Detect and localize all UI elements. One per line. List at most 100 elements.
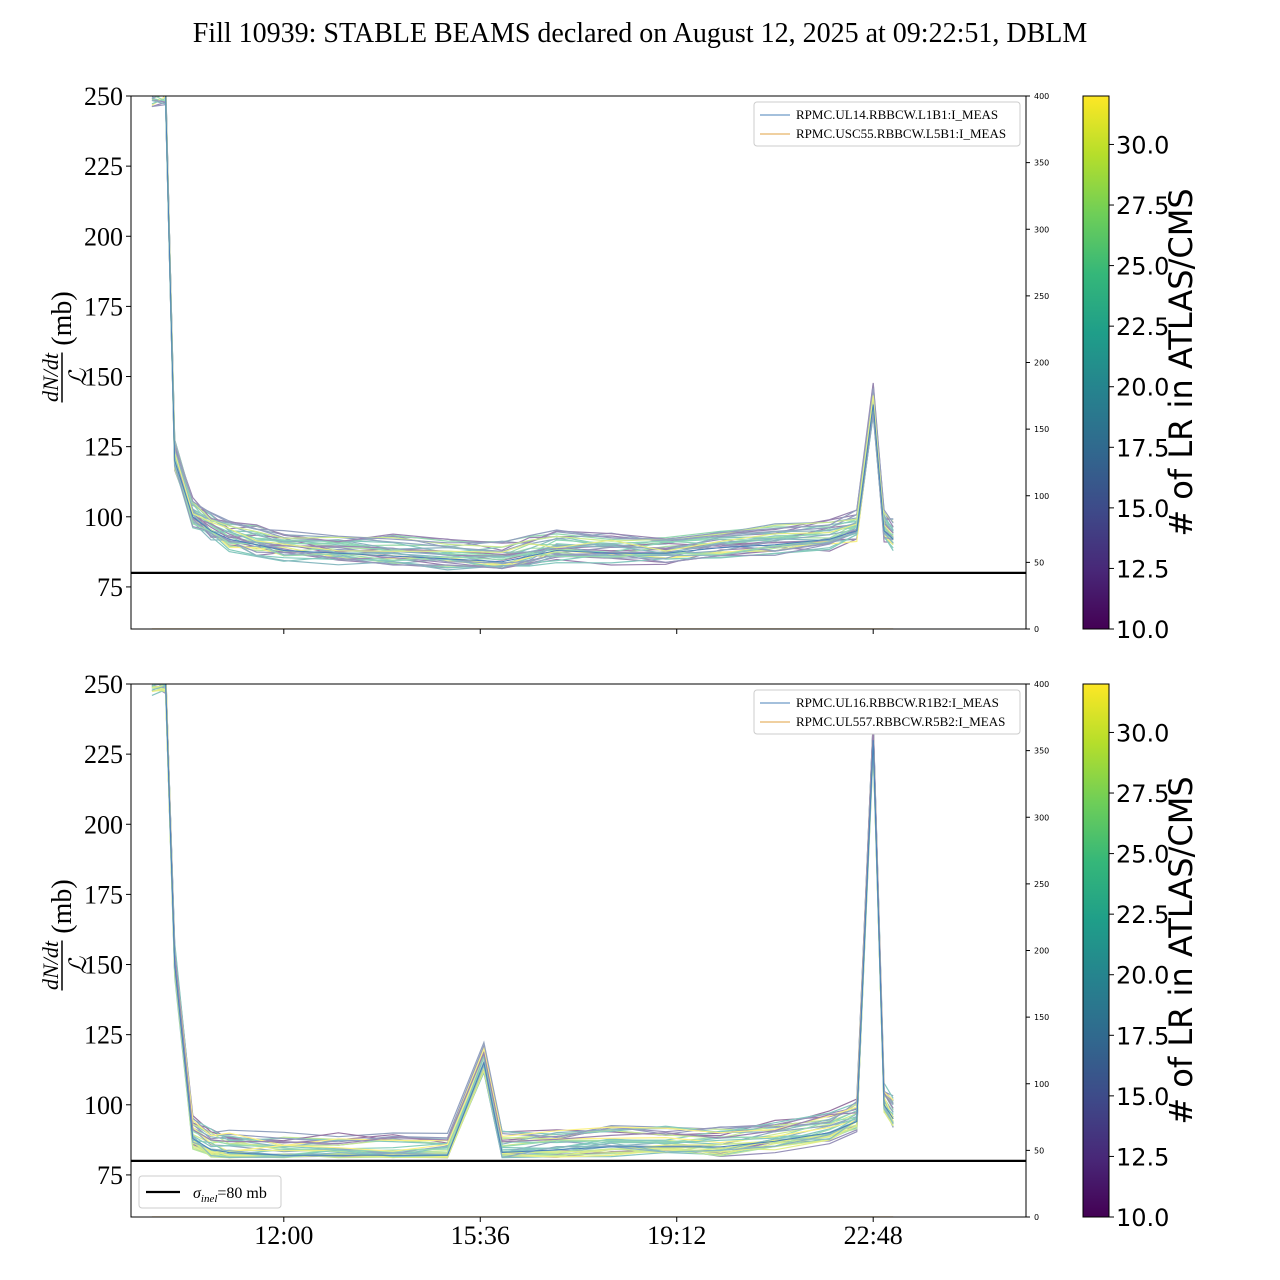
colorbar-label: # of LR in ATLAS/CMS bbox=[1162, 776, 1200, 1124]
y2-tick-label: 150 bbox=[1034, 1013, 1049, 1022]
series-trace bbox=[165, 96, 894, 557]
series-trace bbox=[151, 99, 894, 570]
y-tick-label: 75 bbox=[97, 1161, 123, 1190]
chart-panel-2: 250 225 200 175 150 125 100 75 400 350 300 250 200 15… bbox=[38, 670, 1200, 1250]
series-trace bbox=[165, 684, 894, 1148]
series-trace bbox=[151, 97, 894, 569]
series-trace bbox=[151, 99, 894, 567]
series-band bbox=[151, 684, 894, 1159]
plot-area bbox=[151, 684, 894, 1217]
sigma-value: =80 mb bbox=[217, 1185, 266, 1202]
colorbar-tick-label: 12.5 bbox=[1116, 555, 1169, 583]
series-trace bbox=[161, 96, 894, 565]
x-tick-label: 19:12 bbox=[647, 1221, 706, 1250]
series-trace bbox=[151, 96, 894, 557]
y-tick-label: 125 bbox=[84, 1021, 123, 1050]
series-trace bbox=[151, 104, 894, 569]
series-trace bbox=[151, 687, 894, 1159]
series-trace bbox=[151, 96, 894, 565]
series-band bbox=[151, 96, 894, 571]
y2-tick-label: 400 bbox=[1034, 92, 1049, 101]
series-trace bbox=[165, 684, 894, 1153]
y2-tick-label: 400 bbox=[1034, 680, 1049, 689]
series-trace bbox=[151, 684, 894, 1157]
sigma-subscript: inel bbox=[201, 1193, 218, 1205]
series-trace bbox=[151, 97, 894, 568]
colorbar-tick-label: 22.5 bbox=[1116, 313, 1169, 341]
series-trace bbox=[165, 96, 894, 556]
colorbar-label: # of LR in ATLAS/CMS bbox=[1162, 188, 1200, 536]
series-trace bbox=[165, 684, 894, 1146]
series-trace bbox=[151, 684, 894, 1158]
series-trace bbox=[151, 685, 894, 1158]
series-trace bbox=[151, 99, 894, 571]
y-tick-label: 225 bbox=[84, 152, 123, 181]
colorbar-tick-label: 15.0 bbox=[1116, 495, 1169, 523]
series-trace bbox=[165, 96, 894, 551]
series-trace bbox=[165, 684, 894, 1142]
series-trace bbox=[165, 684, 894, 1144]
y2-tick-label: 350 bbox=[1034, 747, 1049, 756]
y-tick-label: 175 bbox=[84, 880, 123, 909]
colorbar-tick-label: 12.5 bbox=[1116, 1143, 1169, 1171]
colorbar-tick-label: 20.0 bbox=[1116, 962, 1169, 990]
series-line-1 bbox=[151, 684, 894, 1156]
series-trace bbox=[161, 96, 894, 561]
series-trace bbox=[151, 684, 894, 1159]
y2-tick-label: 300 bbox=[1034, 813, 1049, 822]
legend-entry: RPMC.UL16.RBBCW.R1B2:I_MEAS bbox=[796, 695, 999, 710]
y-tick-label: 200 bbox=[84, 222, 123, 251]
y-tick-label: 200 bbox=[84, 810, 123, 839]
series-line-1 bbox=[151, 96, 894, 563]
y2-tick-label: 50 bbox=[1034, 558, 1044, 567]
series-trace bbox=[151, 96, 894, 564]
y-axis-label: dN/dt ℒ (mb) bbox=[38, 879, 92, 991]
series-trace bbox=[153, 96, 894, 561]
figure-title: Fill 10939: STABLE BEAMS declared on Aug… bbox=[192, 18, 1088, 49]
series-trace bbox=[151, 689, 894, 1159]
colorbar-tick-label: 20.0 bbox=[1116, 374, 1169, 402]
y-label-unit: (mb) bbox=[47, 291, 78, 345]
series-trace bbox=[165, 96, 894, 554]
series-trace bbox=[165, 96, 894, 559]
x-tick-label: 12:00 bbox=[254, 1221, 313, 1250]
y-tick-label: 150 bbox=[84, 951, 123, 980]
series-trace bbox=[165, 684, 894, 1146]
y-tick-label: 75 bbox=[97, 573, 123, 602]
y2-tick-label: 250 bbox=[1034, 880, 1049, 889]
y-tick-label: 100 bbox=[84, 1091, 123, 1120]
series-trace bbox=[151, 687, 894, 1159]
x-tick-label: 22:48 bbox=[844, 1221, 903, 1250]
legend-entry: RPMC.UL14.RBBCW.L1B1:I_MEAS bbox=[796, 107, 998, 122]
series-trace bbox=[151, 684, 894, 1159]
series-trace bbox=[165, 96, 894, 557]
series-trace bbox=[151, 97, 894, 569]
legend-entry: RPMC.UL557.RBBCW.R5B2:I_MEAS bbox=[796, 714, 1005, 729]
legend-entry: RPMC.USC55.RBBCW.L5B1:I_MEAS bbox=[796, 126, 1006, 141]
colorbar: 30.0 27.5 25.0 22.5 20.0 17.5 15.0 12.5 10.0 # of… bbox=[1082, 683, 1200, 1232]
y-label-numerator: dN/dt bbox=[38, 352, 63, 402]
legend-box bbox=[753, 101, 1021, 147]
y-tick-label: 250 bbox=[84, 82, 123, 111]
series-trace bbox=[161, 96, 894, 566]
y-label-unit: (mb) bbox=[47, 879, 78, 933]
series-trace bbox=[165, 684, 894, 1152]
y-label-numerator: dN/dt bbox=[38, 940, 63, 990]
series-trace bbox=[165, 96, 894, 548]
y2-tick-label: 200 bbox=[1034, 947, 1049, 956]
colorbar-tick-label: 17.5 bbox=[1116, 1022, 1169, 1050]
colorbar-tick-label: 10.0 bbox=[1116, 616, 1169, 644]
series-trace bbox=[151, 684, 894, 1159]
y2-tick-label: 100 bbox=[1034, 1080, 1049, 1089]
series-trace bbox=[165, 96, 894, 544]
series-trace bbox=[151, 684, 894, 1158]
series-trace bbox=[165, 684, 894, 1150]
series-trace bbox=[151, 688, 894, 1158]
series-trace bbox=[151, 685, 894, 1158]
series-trace bbox=[161, 684, 894, 1157]
series-trace bbox=[165, 96, 894, 553]
series-trace bbox=[165, 684, 894, 1159]
colorbar-tick-label: 30.0 bbox=[1116, 719, 1169, 747]
series-trace bbox=[151, 686, 894, 1159]
series-trace bbox=[165, 96, 894, 545]
